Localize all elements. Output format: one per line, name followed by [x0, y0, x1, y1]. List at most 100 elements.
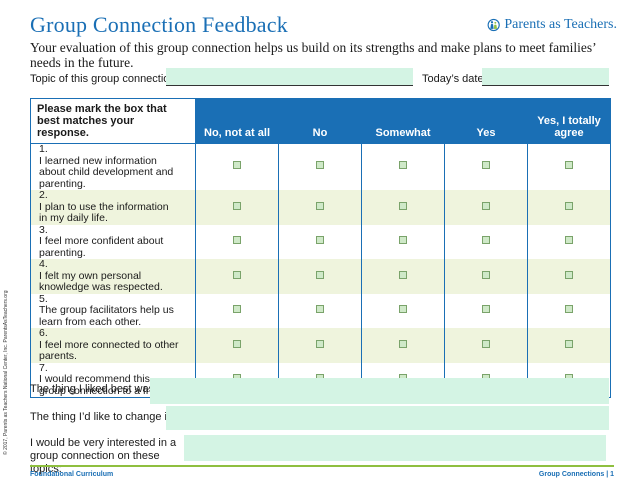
footer-divider — [30, 465, 614, 467]
response-cell — [278, 259, 362, 294]
footer-page-info: Group Connections | 1 — [538, 471, 614, 478]
question-number: 1. — [39, 143, 48, 155]
response-checkbox[interactable] — [316, 339, 324, 348]
response-cell — [527, 224, 611, 259]
response-checkbox[interactable] — [565, 236, 573, 244]
response-checkbox[interactable] — [565, 305, 573, 313]
response-checkbox[interactable] — [233, 270, 241, 279]
intro-paragraph: Your evaluation of this group connection… — [30, 40, 596, 70]
response-checkbox[interactable] — [565, 339, 573, 348]
response-cell — [444, 293, 528, 328]
question-text: I would recommend this group connection … — [39, 373, 173, 397]
response-cell — [361, 259, 445, 294]
response-checkbox[interactable] — [399, 305, 407, 313]
question-text: The group facilitators help us learn fro… — [39, 304, 174, 328]
response-checkbox[interactable] — [399, 161, 407, 169]
question-row: 5.The group facilitators help us learn f… — [31, 293, 611, 329]
copyright-notice: © 2017, Parents as Teachers National Cen… — [3, 290, 9, 455]
question-cell: 6.I feel more connected to other parents… — [30, 327, 196, 363]
response-checkbox[interactable] — [316, 236, 324, 244]
question-cell: 2.I plan to use the information in my da… — [30, 189, 196, 225]
response-checkbox[interactable] — [316, 270, 324, 279]
response-cell — [444, 143, 528, 190]
interested-input[interactable] — [184, 435, 606, 461]
question-number: 3. — [39, 223, 48, 236]
question-cell: 5.The group facilitators help us learn f… — [31, 293, 196, 329]
topic-label: Topic of this group connection: — [30, 73, 179, 85]
question-cell: 3.I feel more confident about parenting. — [31, 223, 196, 260]
response-cell — [527, 143, 611, 190]
response-checkbox[interactable] — [482, 236, 490, 244]
response-cell — [195, 293, 279, 328]
liked-best-label: The thing I liked best was: — [30, 383, 158, 395]
response-checkbox[interactable] — [482, 305, 490, 313]
response-cell — [527, 328, 611, 363]
question-text: I feel more connected to other parents. — [39, 338, 179, 362]
column-header: Yes, I totally agree — [527, 98, 611, 144]
response-checkbox[interactable] — [565, 201, 573, 210]
question-row: 2.I plan to use the information in my da… — [30, 189, 611, 225]
question-row: 4.I felt my own personal knowledge was r… — [30, 258, 611, 294]
response-checkbox[interactable] — [233, 339, 241, 348]
response-cell — [195, 224, 279, 259]
response-checkbox[interactable] — [399, 270, 407, 279]
feedback-table: Please mark the box that best matches yo… — [30, 98, 611, 398]
response-cell — [361, 190, 445, 225]
response-checkbox[interactable] — [482, 339, 490, 348]
response-checkbox[interactable] — [482, 270, 490, 279]
response-checkbox[interactable] — [482, 161, 490, 169]
date-label: Today’s date: — [422, 73, 487, 85]
response-checkbox[interactable] — [399, 236, 407, 244]
response-cell — [278, 224, 362, 259]
change-row: The thing I’d like to change is: — [30, 406, 611, 430]
response-cell — [361, 328, 445, 363]
response-cell — [361, 293, 445, 328]
response-cell — [527, 293, 611, 328]
response-checkbox[interactable] — [233, 161, 241, 169]
response-cell — [195, 328, 279, 363]
liked-best-input[interactable] — [150, 378, 609, 404]
question-cell: 1.I learned new information about child … — [31, 143, 196, 191]
response-cell — [444, 328, 528, 363]
change-label: The thing I’d like to change is: — [30, 411, 176, 423]
question-cell: 4.I felt my own personal knowledge was r… — [30, 258, 196, 294]
topic-date-row: Topic of this group connection: Today’s … — [30, 68, 615, 88]
response-checkbox[interactable] — [399, 201, 407, 210]
response-cell — [278, 293, 362, 328]
response-checkbox[interactable] — [399, 339, 407, 348]
brand-logo: Parents as Teachers. — [487, 12, 617, 38]
parents-figure-icon — [487, 18, 500, 32]
question-number: 7. — [39, 361, 48, 374]
response-checkbox[interactable] — [316, 161, 324, 169]
question-number: 4. — [39, 258, 48, 270]
liked-best-row: The thing I liked best was: — [30, 378, 611, 404]
response-checkbox[interactable] — [233, 201, 241, 210]
change-input[interactable] — [166, 406, 609, 430]
question-rows: 1.I learned new information about child … — [30, 143, 611, 398]
response-cell — [444, 259, 528, 294]
response-checkbox[interactable] — [482, 201, 490, 210]
question-row: 6.I feel more connected to other parents… — [30, 327, 611, 363]
response-checkbox[interactable] — [233, 305, 241, 313]
response-cell — [527, 259, 611, 294]
question-cell: 7.I would recommend this group connectio… — [31, 361, 196, 398]
date-input[interactable] — [482, 68, 609, 86]
response-checkbox[interactable] — [316, 305, 324, 313]
question-text: I feel more confident about parenting. — [39, 235, 164, 259]
topic-input[interactable] — [166, 68, 413, 86]
column-header: Somewhat — [361, 98, 445, 144]
question-text: I learned new information about child de… — [39, 154, 174, 190]
response-checkbox[interactable] — [565, 270, 573, 279]
response-cell — [444, 224, 528, 259]
instruction-header: Please mark the box that best matches yo… — [30, 98, 196, 144]
response-cell — [361, 143, 445, 190]
column-header: No, not at all — [195, 98, 279, 144]
response-checkbox[interactable] — [565, 161, 573, 169]
footer-curriculum: Foundational Curriculum — [30, 471, 114, 478]
column-header: Yes — [444, 98, 528, 144]
question-number: 6. — [39, 327, 48, 339]
response-cell — [195, 259, 279, 294]
response-cell — [278, 328, 362, 363]
response-checkbox[interactable] — [233, 236, 241, 244]
response-checkbox[interactable] — [316, 201, 324, 210]
